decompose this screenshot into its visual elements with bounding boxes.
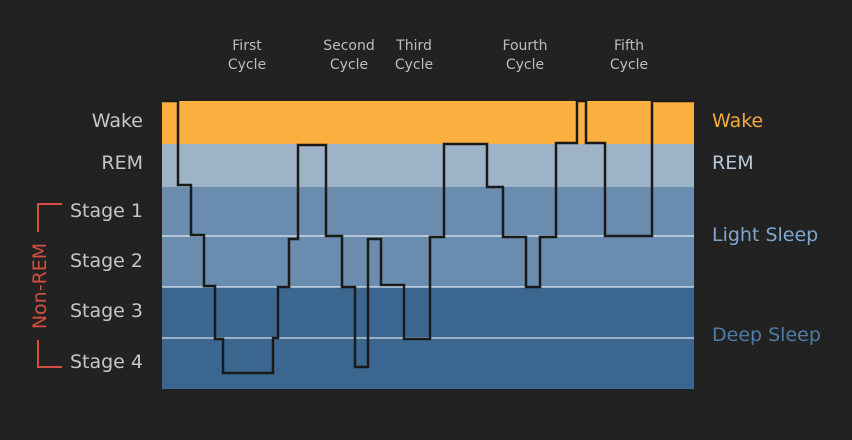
cycle-1-label-line2: Cycle xyxy=(228,57,266,73)
right-label-rem: REM xyxy=(712,152,754,174)
cycle-5-label-line2: Cycle xyxy=(610,57,648,73)
cycle-2-label-line2: Cycle xyxy=(330,57,368,73)
wake-band xyxy=(162,101,694,144)
stage-label-rem: REM xyxy=(101,152,143,174)
cycle-4-label-line1: Fourth xyxy=(502,38,547,54)
non-rem-label: Non-REM xyxy=(29,243,51,329)
rem-band xyxy=(162,144,694,187)
cycle-5-label-line1: Fifth xyxy=(614,38,644,54)
hypnogram-trace xyxy=(162,99,694,375)
right-label-light-sleep: Light Sleep xyxy=(712,224,818,246)
cycle-3-label-line1: Third xyxy=(395,38,432,54)
right-label-deep-sleep: Deep Sleep xyxy=(712,324,821,346)
cycle-2-label-line1: Second xyxy=(323,38,375,54)
stage-label-stage2: Stage 2 xyxy=(70,250,143,272)
cycle-4-label-line2: Cycle xyxy=(506,57,544,73)
stage-label-stage3: Stage 3 xyxy=(70,300,143,322)
stage-label-wake: Wake xyxy=(92,110,143,132)
cycle-3-label-line2: Cycle xyxy=(395,57,433,73)
stage-label-stage4: Stage 4 xyxy=(70,351,143,373)
stage-label-stage1: Stage 1 xyxy=(70,200,143,222)
non-rem-bracket xyxy=(37,203,62,368)
right-label-wake: Wake xyxy=(712,110,763,132)
cycle-1-label-line1: First xyxy=(232,38,262,54)
